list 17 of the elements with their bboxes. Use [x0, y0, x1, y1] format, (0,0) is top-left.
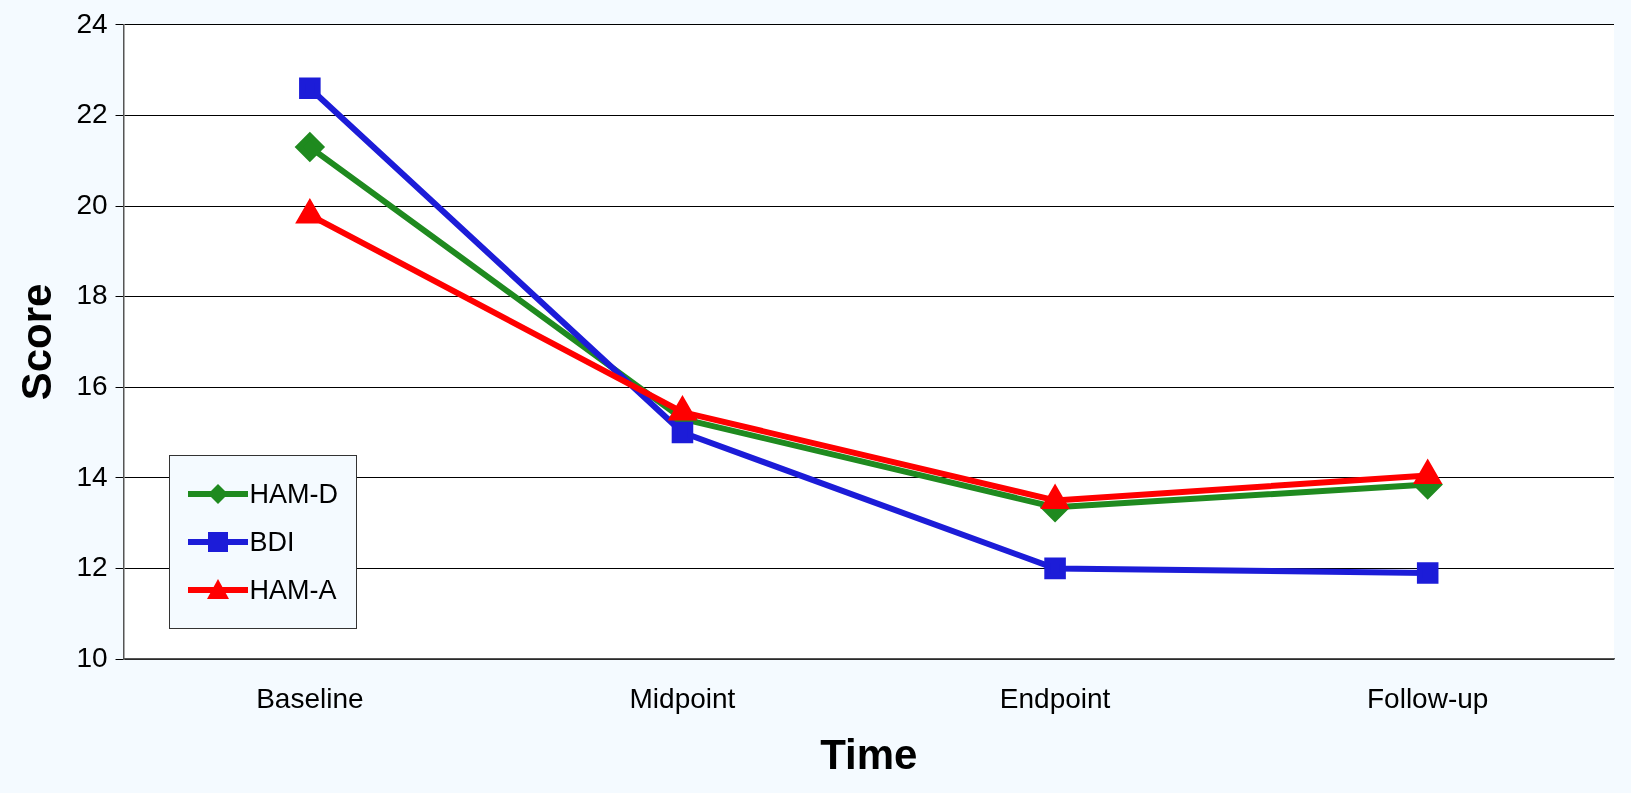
- y-tick-label: 18: [76, 279, 108, 311]
- x-tick-label: Endpoint: [999, 682, 1111, 714]
- legend-label: HAM-A: [249, 574, 337, 606]
- x-tick-label: Baseline: [256, 682, 364, 714]
- y-tick-label: 12: [76, 551, 108, 583]
- x-tick-label: Midpoint: [629, 682, 736, 714]
- y-tick-label: 20: [76, 188, 108, 220]
- legend-label: HAM-D: [249, 478, 339, 510]
- y-tick-label: 14: [76, 460, 108, 492]
- x-tick-label: Follow-up: [1367, 682, 1489, 714]
- y-axis-title: Score: [12, 283, 60, 401]
- y-tick-label: 10: [76, 641, 108, 673]
- y-tick-label: 24: [76, 7, 108, 39]
- y-tick-label: 22: [76, 98, 108, 130]
- x-axis-title: Time: [820, 731, 918, 779]
- legend-label: BDI: [249, 526, 295, 558]
- y-tick-label: 16: [76, 369, 108, 401]
